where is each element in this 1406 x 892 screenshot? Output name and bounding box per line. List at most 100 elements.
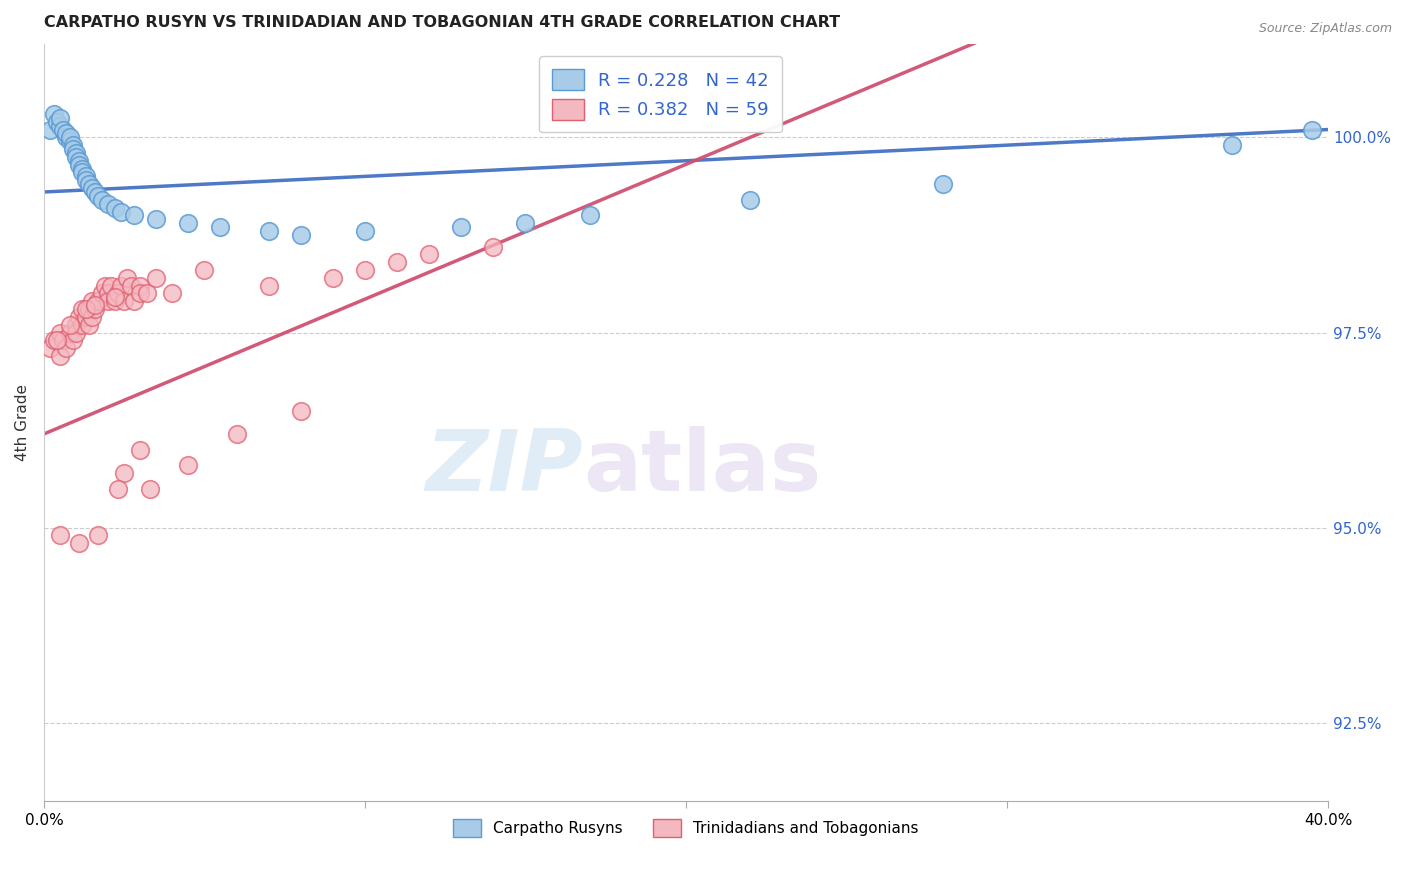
Text: atlas: atlas	[583, 426, 821, 509]
Point	[58, 326, 80, 340]
Point	[135, 286, 157, 301]
Point	[84, 185, 107, 199]
Point	[129, 442, 152, 457]
Point	[55, 127, 77, 141]
Point	[49, 111, 72, 125]
Point	[52, 334, 75, 348]
Point	[80, 310, 103, 324]
Point	[90, 193, 112, 207]
Point	[418, 247, 440, 261]
Point	[39, 341, 62, 355]
Point	[65, 318, 87, 332]
Point	[117, 270, 139, 285]
Point	[75, 173, 97, 187]
Point	[482, 239, 505, 253]
Point	[107, 482, 129, 496]
Point	[49, 119, 72, 133]
Point	[55, 341, 77, 355]
Point	[122, 294, 145, 309]
Text: CARPATHO RUSYN VS TRINIDADIAN AND TOBAGONIAN 4TH GRADE CORRELATION CHART: CARPATHO RUSYN VS TRINIDADIAN AND TOBAGO…	[44, 15, 839, 30]
Point	[90, 286, 112, 301]
Y-axis label: 4th Grade: 4th Grade	[15, 384, 30, 461]
Point	[354, 224, 377, 238]
Point	[58, 130, 80, 145]
Point	[77, 318, 100, 332]
Point	[80, 181, 103, 195]
Point	[120, 278, 142, 293]
Point	[58, 318, 80, 332]
Point	[67, 536, 90, 550]
Point	[385, 255, 408, 269]
Point	[97, 286, 120, 301]
Point	[740, 193, 762, 207]
Point	[97, 294, 120, 309]
Point	[354, 263, 377, 277]
Point	[290, 227, 312, 242]
Point	[67, 158, 90, 172]
Point	[58, 134, 80, 148]
Point	[87, 294, 110, 309]
Text: Source: ZipAtlas.com: Source: ZipAtlas.com	[1258, 22, 1392, 36]
Point	[110, 204, 132, 219]
Point	[65, 150, 87, 164]
Point	[72, 318, 94, 332]
Point	[225, 427, 247, 442]
Point	[62, 142, 84, 156]
Point	[80, 294, 103, 309]
Point	[103, 201, 125, 215]
Point	[67, 310, 90, 324]
Point	[49, 326, 72, 340]
Point	[145, 270, 167, 285]
Point	[107, 286, 129, 301]
Point	[65, 145, 87, 160]
Point	[177, 458, 200, 473]
Point	[162, 286, 184, 301]
Point	[932, 177, 955, 191]
Point	[145, 212, 167, 227]
Point	[103, 294, 125, 309]
Point	[100, 278, 122, 293]
Point	[67, 153, 90, 168]
Point	[515, 216, 537, 230]
Point	[62, 334, 84, 348]
Point	[578, 208, 600, 222]
Point	[65, 326, 87, 340]
Point	[257, 278, 280, 293]
Point	[103, 290, 125, 304]
Point	[62, 138, 84, 153]
Point	[42, 334, 65, 348]
Point	[209, 220, 232, 235]
Point	[139, 482, 162, 496]
Point	[52, 122, 75, 136]
Point	[72, 165, 94, 179]
Point	[129, 278, 152, 293]
Point	[77, 177, 100, 191]
Point	[257, 224, 280, 238]
Point	[129, 286, 152, 301]
Point	[39, 122, 62, 136]
Point	[290, 403, 312, 417]
Point	[49, 349, 72, 363]
Point	[84, 302, 107, 317]
Point	[72, 302, 94, 317]
Point	[97, 196, 120, 211]
Point	[87, 189, 110, 203]
Point	[42, 107, 65, 121]
Point	[450, 220, 472, 235]
Point	[75, 310, 97, 324]
Point	[112, 294, 135, 309]
Legend: Carpatho Rusyns, Trinidadians and Tobagonians: Carpatho Rusyns, Trinidadians and Tobago…	[444, 810, 928, 847]
Point	[55, 130, 77, 145]
Point	[45, 114, 67, 128]
Point	[87, 528, 110, 542]
Point	[75, 302, 97, 317]
Point	[322, 270, 344, 285]
Point	[1301, 122, 1323, 136]
Point	[84, 298, 107, 312]
Point	[193, 263, 215, 277]
Point	[77, 302, 100, 317]
Point	[1220, 138, 1243, 153]
Point	[112, 466, 135, 480]
Point	[49, 528, 72, 542]
Point	[94, 278, 117, 293]
